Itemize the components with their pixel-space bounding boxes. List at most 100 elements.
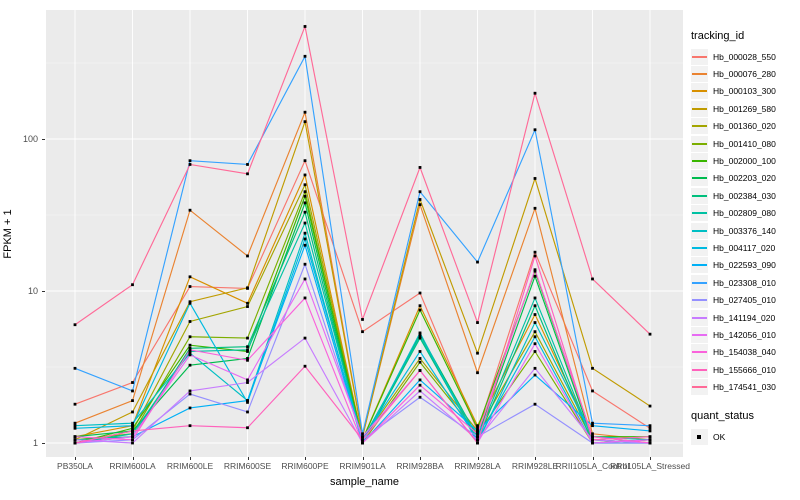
- legend-item-label: Hb_000103_300: [713, 86, 776, 97]
- legend-key-swatch: [691, 428, 708, 445]
- data-point: [188, 363, 192, 367]
- data-point: [73, 402, 77, 406]
- legend-key-line: [692, 281, 707, 284]
- data-point: [188, 300, 192, 304]
- data-point: [303, 54, 307, 58]
- data-point: [533, 274, 537, 278]
- data-point: [476, 429, 479, 433]
- legend-key-swatch: [691, 274, 708, 291]
- data-point: [246, 410, 249, 414]
- data-point: [418, 331, 422, 335]
- legend-key-line: [692, 212, 707, 215]
- legend-key-swatch: [691, 361, 708, 378]
- data-point: [533, 91, 537, 95]
- x-tick-mark: [75, 457, 76, 460]
- legend-item-Hb_002000_100: Hb_002000_100: [691, 152, 799, 170]
- data-point: [303, 183, 307, 187]
- legend-key-swatch: [691, 292, 708, 309]
- data-point: [188, 346, 192, 350]
- legend-key-point: [697, 434, 701, 439]
- legend-key-swatch: [691, 187, 708, 204]
- legend-key-line: [692, 55, 707, 58]
- data-point: [246, 350, 249, 353]
- data-point: [591, 435, 594, 439]
- data-point: [188, 351, 192, 355]
- data-point: [246, 305, 249, 308]
- data-point: [188, 350, 192, 353]
- data-point: [246, 357, 249, 360]
- x-tick-label: RRIM928LA: [454, 461, 501, 471]
- x-tick-label: RRIM928LE: [511, 461, 559, 471]
- data-point: [648, 429, 652, 433]
- data-point: [131, 441, 134, 445]
- data-point: [533, 268, 537, 272]
- legend-item-Hb_004117_020: Hb_004117_020: [691, 239, 799, 256]
- x-tick-label: RRIM600SE: [223, 461, 272, 471]
- legend-item-Hb_002809_080: Hb_002809_080: [691, 205, 799, 222]
- plot-canvas: [46, 10, 683, 457]
- data-point: [303, 262, 307, 266]
- data-point: [303, 336, 307, 340]
- data-point: [476, 321, 479, 324]
- legend-item-label: Hb_000028_550: [713, 51, 776, 62]
- data-point: [131, 438, 134, 442]
- x-tick-mark: [190, 457, 191, 460]
- data-point: [648, 426, 652, 430]
- data-point: [418, 350, 422, 353]
- legend-item-label: Hb_154038_040: [713, 347, 776, 358]
- x-tick-label: RRII105LA_Control: [555, 461, 630, 471]
- data-point: [303, 277, 307, 281]
- y-tick-label: 10: [27, 286, 38, 296]
- data-point: [476, 441, 479, 445]
- legend-item-Hb_142056_010: Hb_142056_010: [691, 326, 799, 343]
- data-point: [648, 332, 652, 336]
- data-point: [303, 210, 307, 214]
- data-point: [533, 335, 537, 339]
- legend-item-Hb_001269_580: Hb_001269_580: [691, 100, 799, 117]
- legend-item-label: Hb_142056_010: [713, 329, 776, 340]
- x-axis-title: sample_name: [329, 476, 400, 488]
- legend-key-line: [692, 229, 707, 232]
- legend: tracking_id Hb_000028_550 Hb_000076_280 Hb…: [691, 30, 799, 445]
- data-point: [591, 438, 594, 442]
- legend-key-line: [692, 299, 707, 302]
- data-point: [73, 421, 77, 425]
- data-point: [648, 441, 652, 445]
- legend-item-Hb_174541_030: Hb_174541_030: [691, 378, 799, 396]
- data-point: [476, 435, 479, 439]
- data-point: [648, 435, 652, 439]
- data-point: [418, 198, 422, 201]
- x-tick-label: RRIM600LA: [109, 461, 156, 471]
- legend-item-Hb_002203_020: Hb_002203_020: [691, 170, 799, 187]
- legend-item-Hb_003376_140: Hb_003376_140: [691, 222, 799, 239]
- data-point: [246, 163, 249, 166]
- data-point: [188, 392, 192, 396]
- legend-item-label: Hb_027405_010: [713, 295, 776, 306]
- x-tick-mark: [362, 457, 364, 460]
- data-point: [188, 159, 192, 163]
- data-point: [361, 438, 364, 442]
- legend-item-label: Hb_155666_010: [713, 364, 776, 375]
- legend-key-swatch: [691, 83, 708, 100]
- x-tick-mark: [420, 457, 421, 460]
- x-tick-mark: [535, 457, 536, 460]
- data-point: [188, 163, 192, 166]
- data-point: [246, 345, 249, 349]
- data-point: [533, 330, 537, 334]
- legend-key-line: [692, 351, 707, 354]
- data-point: [361, 432, 364, 436]
- x-tick-mark: [305, 457, 306, 460]
- data-point: [303, 221, 307, 225]
- data-point: [246, 358, 249, 362]
- legend-item-Hb_154038_040: Hb_154038_040: [691, 344, 799, 361]
- legend-key-line: [692, 73, 707, 76]
- data-point: [533, 304, 537, 308]
- legend-item-Hb_000028_550: Hb_000028_550: [691, 48, 799, 65]
- legend-key-line: [692, 386, 707, 389]
- y-tick-mark: [42, 443, 45, 444]
- data-point: [303, 120, 307, 124]
- data-point: [533, 177, 537, 180]
- data-point: [131, 399, 134, 403]
- y-tick-label: 1: [32, 438, 38, 448]
